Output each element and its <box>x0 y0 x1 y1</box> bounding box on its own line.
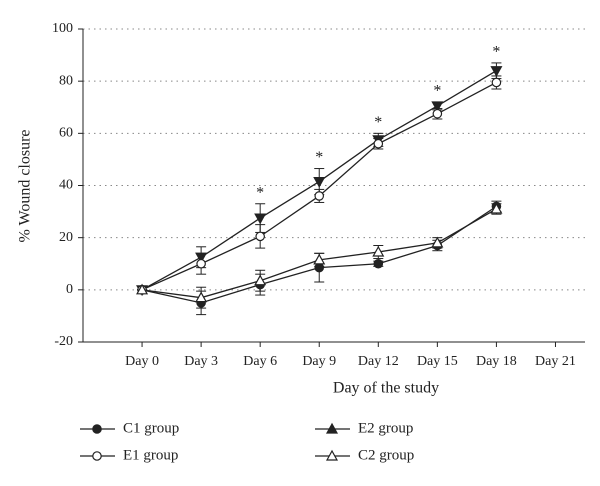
y-tick-label: 60 <box>59 126 73 141</box>
y-axis-label: % Wound closure <box>17 129 34 242</box>
marker <box>431 101 444 113</box>
marker <box>314 262 325 273</box>
legend-label: C2 group <box>358 447 414 463</box>
marker <box>195 291 208 303</box>
marker <box>313 253 326 265</box>
x-tick-label: Day 12 <box>358 354 399 369</box>
marker <box>254 213 267 225</box>
marker <box>490 66 503 77</box>
marker <box>373 258 384 269</box>
marker <box>491 77 502 88</box>
significance-marker: * <box>433 83 441 100</box>
significance-marker: * <box>256 184 264 201</box>
marker <box>92 424 102 434</box>
marker <box>196 258 206 269</box>
y-tick-label: -20 <box>54 334 73 349</box>
marker <box>325 422 339 434</box>
x-axis-label: Day of the study <box>333 380 439 397</box>
x-tick-label: Day 0 <box>125 354 159 369</box>
marker <box>431 236 444 248</box>
x-tick-label: Day 9 <box>302 354 336 369</box>
y-tick-label: 40 <box>59 178 73 193</box>
marker <box>92 451 102 461</box>
x-tick-label: Day 15 <box>417 354 458 369</box>
x-tick-label: Day 3 <box>184 354 218 369</box>
y-tick-label: 80 <box>59 73 73 88</box>
marker <box>373 138 384 149</box>
y-tick-label: 100 <box>52 21 73 36</box>
marker <box>254 274 267 286</box>
x-tick-label: Day 21 <box>535 354 576 369</box>
legend: C1 group E2 group E1 group C2 group <box>80 420 414 463</box>
marker <box>255 231 265 242</box>
significance-marker: * <box>315 149 323 166</box>
marker <box>432 108 443 119</box>
marker <box>195 252 208 264</box>
legend-label: C1 group <box>123 420 179 436</box>
x-tick-label: Day 6 <box>243 354 277 369</box>
marker <box>372 245 385 257</box>
y-tick-label: 0 <box>66 282 73 297</box>
significance-marker: * <box>492 44 500 61</box>
marker <box>136 283 149 295</box>
marker <box>314 191 325 201</box>
marker <box>313 176 326 188</box>
x-tick-label: Day 18 <box>476 354 517 369</box>
legend-label: E2 group <box>358 420 413 436</box>
y-tick-label: 20 <box>59 230 73 245</box>
marker <box>490 202 503 214</box>
significance-marker: * <box>374 114 382 131</box>
marker <box>325 449 339 461</box>
legend-label: E1 group <box>123 447 178 463</box>
